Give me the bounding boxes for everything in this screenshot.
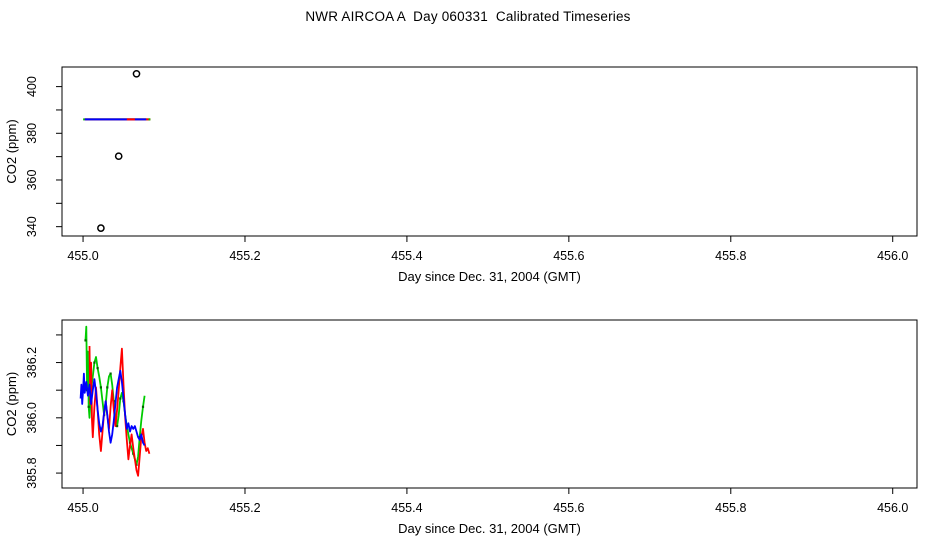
flagged-point (97, 224, 105, 232)
y-tick-label: 400 (25, 76, 39, 97)
bottom-panel: 455.0 455.2 455.4 455.6 455.8 456.0 385.8 386.0… (4, 319, 918, 536)
x-tick-label: 455.4 (391, 249, 422, 263)
x-tick-label: 455.2 (229, 249, 260, 263)
flagged-point (132, 69, 141, 78)
x-tick-label: 455.4 (391, 501, 422, 515)
y-tick-label: 360 (25, 170, 39, 191)
bottom-panel-axes (56, 319, 918, 494)
x-tick-label: 456.0 (877, 249, 908, 263)
bottom-y-axis-label: CO2 (ppm) (4, 372, 19, 436)
top-flagged-outliers (97, 69, 141, 232)
x-tick-label: 455.8 (715, 249, 746, 263)
top-x-axis-label: Day since Dec. 31, 2004 (GMT) (398, 269, 581, 284)
top-panel-axes (56, 66, 918, 242)
y-tick-label: 386.2 (25, 347, 39, 378)
x-tick-label: 455.6 (553, 501, 584, 515)
x-tick-label: 455.8 (715, 501, 746, 515)
x-tick-label: 455.2 (229, 501, 260, 515)
x-tick-label: 456.0 (877, 501, 908, 515)
x-tick-label: 455.0 (67, 249, 98, 263)
top-panel: 455.0 455.2 455.4 455.6 455.8 456.0 340 360 380 4… (4, 66, 918, 284)
bottom-series-chamber-blue (79, 369, 146, 446)
bottom-plot-frame (61, 319, 918, 489)
plot-title: NWR AIRCOA A Day 060331 Calibrated Times… (305, 9, 631, 24)
y-tick-label: 380 (25, 123, 39, 144)
top-y-axis-label: CO2 (ppm) (4, 119, 19, 183)
top-plot-frame (61, 66, 918, 237)
flagged-point (114, 152, 123, 161)
x-tick-label: 455.6 (553, 249, 584, 263)
bottom-series-chamber-green (84, 325, 146, 466)
bottom-x-axis-label: Day since Dec. 31, 2004 (GMT) (398, 521, 581, 536)
y-tick-label: 386.0 (25, 402, 39, 433)
y-tick-label: 340 (25, 216, 39, 237)
y-tick-label: 385.8 (25, 457, 39, 488)
x-tick-label: 455.0 (67, 501, 98, 515)
